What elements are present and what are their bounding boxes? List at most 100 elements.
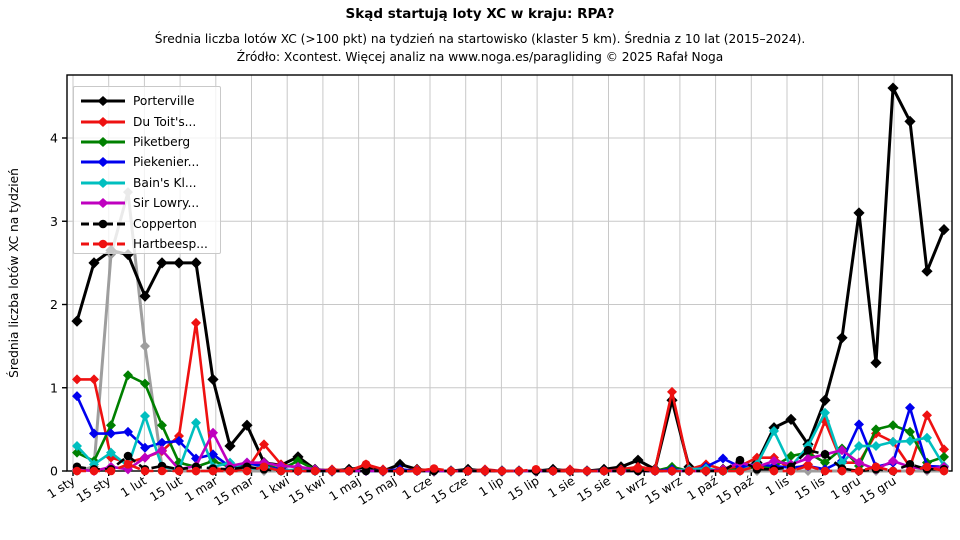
hartbeespoort-marker [191,466,201,476]
y-tick-label: 1 [50,380,58,395]
porterville-marker [887,82,899,94]
hartbeespoort-marker [599,466,609,476]
hartbeespoort-marker [123,460,133,469]
x-tick-label: 1 gru [828,474,863,503]
piekenier-marker [72,391,82,402]
sir-lowry-marker [208,427,218,438]
legend-swatch-porterville [80,95,126,107]
bains-kloof-marker [905,436,915,447]
copperton-marker [361,466,371,476]
hartbeespoort-marker [72,466,82,476]
x-tick-label: 15 kwi [286,474,327,507]
hartbeespoort-marker [871,462,881,472]
legend-swatch-sir-lowry [80,197,126,209]
bains-kloof-marker [140,411,150,422]
du-toits-marker [922,410,932,421]
sir-lowry-marker [803,453,813,464]
y-tick-label: 2 [50,297,58,312]
hartbeespoort-marker [582,466,592,476]
copperton-marker [905,460,915,469]
chart-source: Źródło: Xcontest. Więcej analiz na www.n… [236,50,724,64]
x-tick-label: 1 lut [118,474,149,501]
x-tick-label: 15 gru [857,474,898,507]
x-tick-label: 15 wrz [642,474,684,507]
porterville-marker [241,419,253,431]
piekenier-marker [174,436,184,447]
legend-label-piketberg: Piketberg [133,134,191,149]
hartbeespoort-marker [140,466,150,476]
hartbeespoort-line [77,463,945,473]
legend-swatch-piekenier [80,156,126,168]
x-tick-label: 15 sie [575,474,613,505]
hartbeespoort-marker [633,464,643,473]
copperton-marker [803,445,813,455]
legend-label-copperton: Copperton [133,216,197,231]
y-axis-label: Średnia liczba lotów XC na tydzień [7,168,21,378]
hartbeespoort-marker [89,466,99,476]
legend-entry-sir-lowry: Sir Lowry... [80,193,220,213]
sir-lowry-marker [888,456,898,467]
bains-kloof-marker [922,432,932,443]
porterville-marker [139,290,151,302]
copperton-line [76,448,944,473]
legend-swatch-piketberg [80,136,126,148]
hartbeespoort-marker [225,466,235,476]
hartbeespoort-marker [276,466,286,476]
sir-lowry-marker [769,456,779,467]
porterville-marker [666,394,678,406]
hartbeespoort-marker [480,466,490,476]
piketberg-marker [905,426,915,437]
bains-kloof-marker [72,441,82,452]
hartbeespoort-marker [786,466,796,476]
legend-box: Porterville Du Toit's... Piketberg Piekenie… [73,86,221,254]
piketberg-marker [871,424,881,435]
hartbeespoort-marker [361,460,371,469]
bains-kloof-marker [871,441,881,452]
piekenier-marker [140,442,150,453]
bains-kloof-marker [106,447,116,458]
hartbeespoort-marker [565,466,575,476]
x-tick-label: 15 paź [714,474,756,508]
porterville-marker [853,207,865,219]
chart-title: Skąd startują loty XC w kraju: RPA? [345,6,615,22]
hartbeespoort-marker [531,465,541,474]
hartbeespoort-marker [106,466,116,476]
sir-lowry-marker [157,445,167,456]
piekenier-marker [123,426,133,437]
porterville-marker [785,413,797,425]
x-tick-label: 1 cze [400,474,435,503]
hartbeespoort-marker [395,466,405,476]
legend-label-hartbeespoort: Hartbeesp... [133,236,208,251]
x-tick-label: 15 mar [212,473,257,509]
piekenier-marker [157,437,167,448]
x-tick-label: 1 sie [545,474,577,501]
porterville-marker [921,265,933,277]
legend-label-sir-lowry: Sir Lowry... [133,196,200,211]
piketberg-marker [123,370,133,381]
hartbeespoort-marker [684,466,694,476]
du-toits-marker [259,439,269,450]
copperton-marker [123,451,133,461]
hartbeespoort-marker [548,466,558,476]
piketberg-marker [786,451,796,462]
hartbeespoort-marker [820,466,830,476]
porterville-marker [173,257,185,269]
legend-entry-piekenier: Piekenier... [80,152,220,172]
piekenier-marker [905,402,915,413]
legend-entry-copperton: Copperton [80,213,220,233]
hartbeespoort-marker [208,466,218,476]
legend-label-bains-kloof: Bain's Kl... [133,175,197,190]
legend-entry-bains-kloof: Bain's Kl... [80,173,220,193]
legend-swatch-copperton [80,218,126,230]
piketberg-marker [106,420,116,431]
hartbeespoort-marker [752,461,762,471]
hartbeespoort-marker [157,466,167,476]
porterville-marker [207,373,219,386]
hartbeespoort-marker [446,466,456,476]
hartbeespoort-marker [803,461,813,471]
hartbeespoort-marker [735,466,745,476]
x-tick-label: 15 lis [792,474,827,503]
hartbeespoort-marker [344,466,354,476]
